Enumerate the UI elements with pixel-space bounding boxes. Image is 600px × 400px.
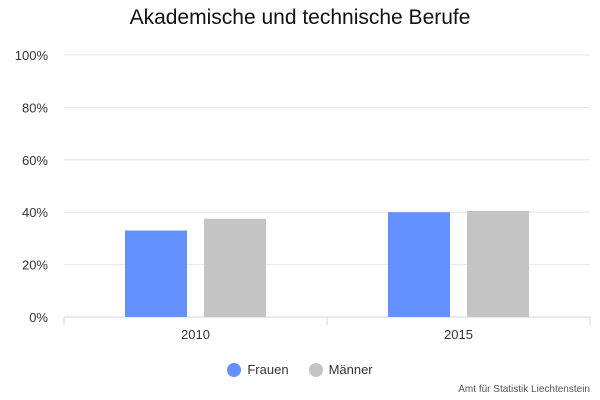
y-tick-label: 0% (29, 310, 48, 325)
legend-label-maenner: Männer (328, 362, 373, 377)
legend-swatch-maenner (308, 362, 323, 377)
chart-legend: Frauen Männer (0, 362, 600, 377)
y-tick-label: 40% (22, 205, 48, 220)
chart-credits[interactable]: Amt für Statistik Liechtenstein (458, 384, 590, 395)
y-tick-label: 20% (22, 258, 48, 273)
x-tick-label: 2015 (444, 327, 473, 342)
y-tick-label: 100% (15, 48, 49, 63)
y-tick-label: 80% (22, 100, 48, 115)
bar-frauen-2010 (125, 230, 187, 317)
y-tick-label: 60% (22, 153, 48, 168)
bar-frauen-2015 (388, 212, 450, 317)
legend-swatch-frauen (227, 362, 242, 377)
legend-item-frauen[interactable]: Frauen (227, 362, 289, 377)
bar-männer-2010 (204, 218, 266, 317)
legend-item-maenner[interactable]: Männer (308, 362, 373, 377)
legend-label-frauen: Frauen (247, 362, 289, 377)
bar-männer-2015 (467, 210, 529, 317)
x-tick-label: 2010 (181, 327, 210, 342)
chart-title: Akademische und technische Berufe (129, 6, 471, 29)
